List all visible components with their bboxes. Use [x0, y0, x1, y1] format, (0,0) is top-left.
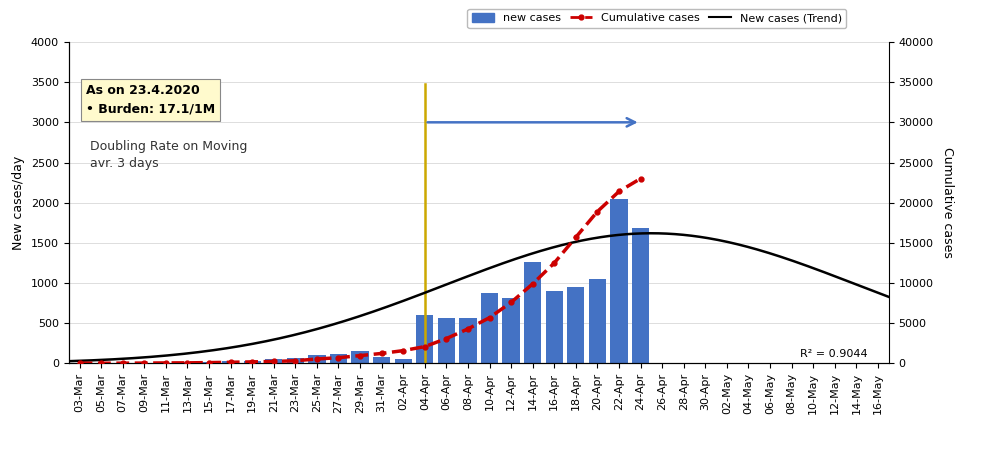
Bar — [503, 298, 519, 363]
Bar — [611, 199, 627, 363]
Y-axis label: Cumulative cases: Cumulative cases — [942, 147, 955, 258]
Bar — [524, 262, 541, 363]
Bar — [438, 318, 455, 363]
Bar — [546, 291, 563, 363]
Bar — [287, 358, 304, 363]
Bar — [481, 293, 498, 363]
Bar — [179, 362, 196, 363]
Bar — [460, 318, 476, 363]
Bar — [200, 362, 218, 363]
Bar — [395, 359, 411, 363]
Bar — [244, 361, 261, 363]
Bar — [330, 354, 347, 363]
Text: Doubling Rate on Moving
avr. 3 days: Doubling Rate on Moving avr. 3 days — [90, 140, 247, 170]
Bar — [308, 356, 325, 363]
Bar — [222, 362, 240, 363]
Bar — [632, 228, 649, 363]
Legend: new cases, Cumulative cases, New cases (Trend): new cases, Cumulative cases, New cases (… — [467, 9, 846, 28]
Bar — [373, 357, 390, 363]
Bar — [352, 351, 368, 363]
Text: R² = 0.9044: R² = 0.9044 — [799, 349, 867, 359]
Text: As on 23.4.2020
• Burden: 17.1/1M: As on 23.4.2020 • Burden: 17.1/1M — [86, 84, 215, 116]
Bar — [416, 315, 433, 363]
Bar — [568, 287, 584, 363]
Bar — [589, 279, 606, 363]
Bar — [265, 359, 283, 363]
Y-axis label: New cases/day: New cases/day — [13, 156, 26, 250]
